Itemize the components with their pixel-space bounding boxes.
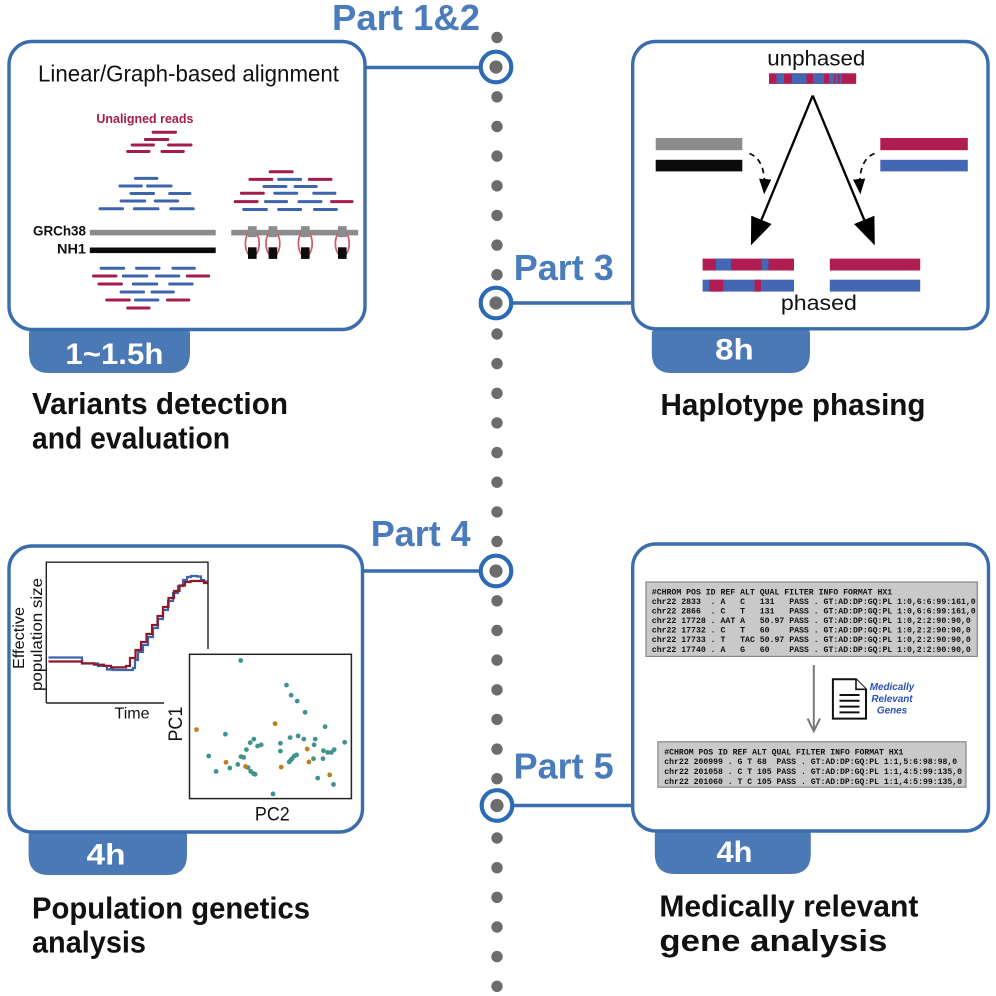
svg-text:phased: phased <box>781 292 857 315</box>
svg-text:4h: 4h <box>717 836 753 869</box>
svg-text:4h: 4h <box>87 839 126 872</box>
svg-text:chr22 17728 . AAT A 50.97 PA: chr22 17728 . AAT A 50.97 PASS . GT:AD:D… <box>652 616 971 626</box>
svg-text:chr22 2866 . C T 131 PA: chr22 2866 . C T 131 PASS . GT:AD:DP:GQ:… <box>652 607 976 617</box>
svg-text:8h: 8h <box>715 334 754 367</box>
svg-text:Part 3: Part 3 <box>514 247 614 288</box>
svg-text:chr22 200999 . G T 68 PASS .: chr22 200999 . G T 68 PASS . GT:AD:DP:GQ… <box>664 757 957 767</box>
svg-text:analysis: analysis <box>32 925 146 960</box>
svg-text:Population genetics: Population genetics <box>32 891 310 926</box>
svg-text:Relevant: Relevant <box>871 694 913 705</box>
svg-text:Part 5: Part 5 <box>514 745 614 786</box>
svg-text:NH1: NH1 <box>57 241 86 257</box>
svg-text:Linear/Graph-based alignment: Linear/Graph-based alignment <box>38 61 340 87</box>
svg-text:unphased: unphased <box>767 47 865 70</box>
svg-text:chr22 17733 . T TAC 50.97 PA: chr22 17733 . T TAC 50.97 PASS . GT:AD:D… <box>652 635 971 645</box>
svg-text:#CHROM POS ID REF ALT QUAL FIL: #CHROM POS ID REF ALT QUAL FILTER INFO F… <box>652 589 892 598</box>
svg-text:PC2: PC2 <box>255 804 290 825</box>
svg-text:and evaluation: and evaluation <box>32 421 230 456</box>
svg-text:#CHROM POS ID REF ALT QUAL FIL: #CHROM POS ID REF ALT QUAL FILTER INFO F… <box>664 748 903 757</box>
svg-text:PC1: PC1 <box>166 707 187 742</box>
svg-text:chr22 17740 . A G 60 PA: chr22 17740 . A G 60 PASS . GT:AD:DP:GQ:… <box>652 645 971 655</box>
svg-text:Haplotype phasing: Haplotype phasing <box>661 387 926 422</box>
svg-text:Time: Time <box>115 706 150 723</box>
svg-text:chr22 201058 . C T 105 PASS .: chr22 201058 . C T 105 PASS . GT:AD:DP:G… <box>664 767 962 777</box>
svg-text:chr22 2833 . A C 131 PA: chr22 2833 . A C 131 PASS . GT:AD:DP:GQ:… <box>652 597 976 607</box>
svg-text:Medically: Medically <box>870 682 915 693</box>
svg-text:Effective: Effective <box>11 607 28 669</box>
svg-text:chr22 201060 . T C 105 PASS .: chr22 201060 . T C 105 PASS . GT:AD:DP:G… <box>664 777 962 787</box>
svg-text:gene analysis: gene analysis <box>659 923 887 958</box>
svg-text:population size: population size <box>29 578 46 691</box>
svg-text:Genes: Genes <box>877 706 908 717</box>
svg-text:Unaligned reads: Unaligned reads <box>96 111 193 126</box>
svg-text:Medically relevant: Medically relevant <box>659 889 918 924</box>
svg-text:Variants detection: Variants detection <box>32 386 288 421</box>
svg-text:GRCh38: GRCh38 <box>33 223 86 239</box>
svg-text:Part 1&2: Part 1&2 <box>332 0 480 38</box>
svg-text:1~1.5h: 1~1.5h <box>65 338 163 371</box>
svg-text:chr22 17732 . C T 60 PA: chr22 17732 . C T 60 PASS . GT:AD:DP:GQ:… <box>652 626 971 636</box>
svg-text:Part 4: Part 4 <box>371 513 472 554</box>
